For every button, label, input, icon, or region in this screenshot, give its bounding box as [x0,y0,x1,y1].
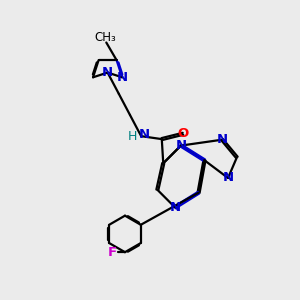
Text: N: N [102,66,113,79]
Text: H: H [128,130,138,143]
Text: N: N [217,133,228,146]
Text: N: N [117,71,128,84]
Text: N: N [223,172,234,184]
Text: N: N [169,201,181,214]
Text: O: O [177,127,189,140]
Text: F: F [108,246,117,259]
Text: N: N [176,139,187,152]
Text: N: N [139,128,150,142]
Text: CH₃: CH₃ [94,31,116,44]
